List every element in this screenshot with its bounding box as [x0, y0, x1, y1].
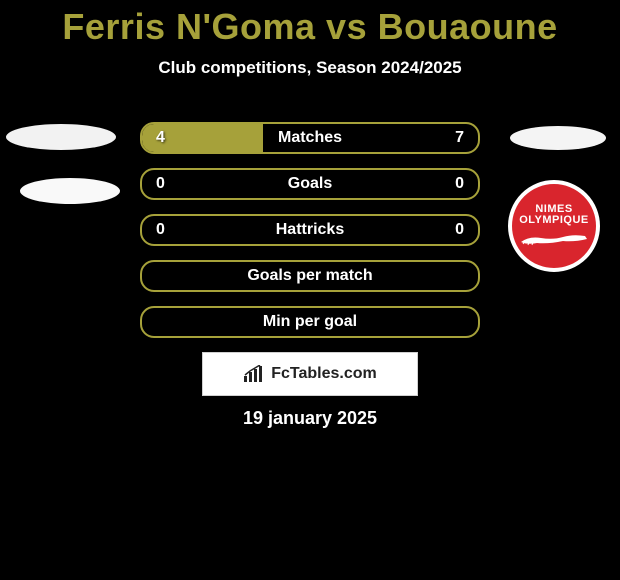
stat-bar-row: Min per goal — [140, 306, 480, 338]
site-label: FcTables.com — [271, 365, 377, 383]
crocodile-icon — [519, 230, 589, 248]
stat-label: Goals per match — [142, 267, 478, 285]
stat-bar-row: Goals per match — [140, 260, 480, 292]
club-badge-nimes: NIMES OLYMPIQUE — [508, 180, 600, 272]
club-badge-text-bottom: OLYMPIQUE — [519, 215, 589, 226]
stat-label: Min per goal — [142, 313, 478, 331]
stat-bar-row: 00Hattricks — [140, 214, 480, 246]
stat-label: Goals — [142, 175, 478, 193]
barchart-icon — [243, 365, 265, 383]
stat-label: Matches — [142, 129, 478, 147]
stats-comparison-card: Ferris N'Goma vs Bouaoune Club competiti… — [0, 0, 620, 580]
site-attribution[interactable]: FcTables.com — [202, 352, 418, 396]
stat-label: Hattricks — [142, 221, 478, 239]
stat-bar-row: 00Goals — [140, 168, 480, 200]
player-left-badge-placeholder-1 — [6, 124, 116, 150]
player-left-badge-placeholder-2 — [20, 178, 120, 204]
snapshot-date: 19 january 2025 — [0, 408, 620, 429]
page-title: Ferris N'Goma vs Bouaoune — [0, 0, 620, 48]
page-subtitle: Club competitions, Season 2024/2025 — [0, 58, 620, 78]
stat-bar-row: 47Matches — [140, 122, 480, 154]
stat-bars: 47Matches 00Goals 00Hattricks Goals per mat… — [140, 122, 480, 352]
player-right-badge-placeholder-1 — [510, 126, 606, 150]
